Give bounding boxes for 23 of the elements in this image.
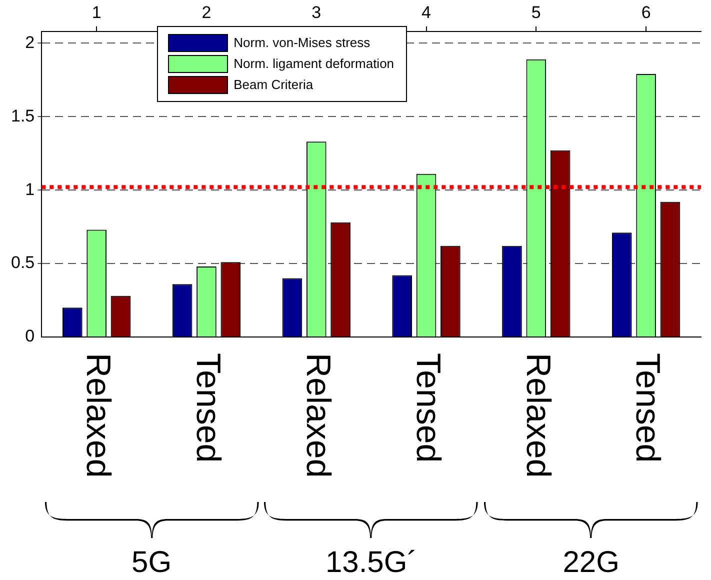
x-tick-label: Relaxed [298,353,337,478]
text: 5G [132,546,172,579]
x2-tick-label: 4 [422,2,431,22]
x-tick-label: Tensed [189,353,228,463]
x-tick-label: Relaxed [79,353,118,478]
x-tick-label: Relaxed [518,353,557,478]
legend-label: Norm. ligament deformation [234,55,394,73]
x2-tick-label: 5 [531,2,541,22]
x2-tick-label: 1 [92,2,102,22]
x-tick-label: Tensed [408,353,447,463]
legend-label: Beam Criteria [234,76,314,94]
x2-tick-label: 3 [312,2,322,22]
y-tick-label: 1.5 [10,106,35,126]
y-tick-label: 2 [25,32,35,52]
text: 22G [562,546,620,579]
legend-label: Norm. von-Mises stress [234,34,370,52]
x2-tick-label: 6 [641,2,651,22]
x2-tick-label: 2 [202,2,212,22]
y-tick-label: 0.5 [10,253,35,272]
y-tick-label: 1 [25,180,35,199]
y-tick-label: 0 [25,326,35,346]
x-tick-label: Tensed [628,353,667,463]
text: 13.5G´ [325,546,418,579]
